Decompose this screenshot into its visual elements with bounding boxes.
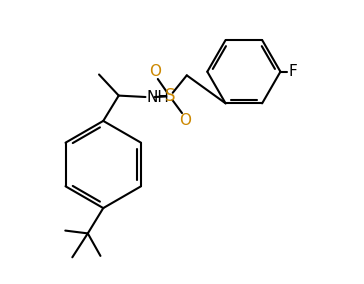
Text: O: O	[179, 113, 191, 128]
Text: S: S	[165, 87, 175, 105]
Text: NH: NH	[146, 89, 169, 105]
Text: O: O	[149, 64, 161, 79]
Text: F: F	[289, 64, 298, 79]
